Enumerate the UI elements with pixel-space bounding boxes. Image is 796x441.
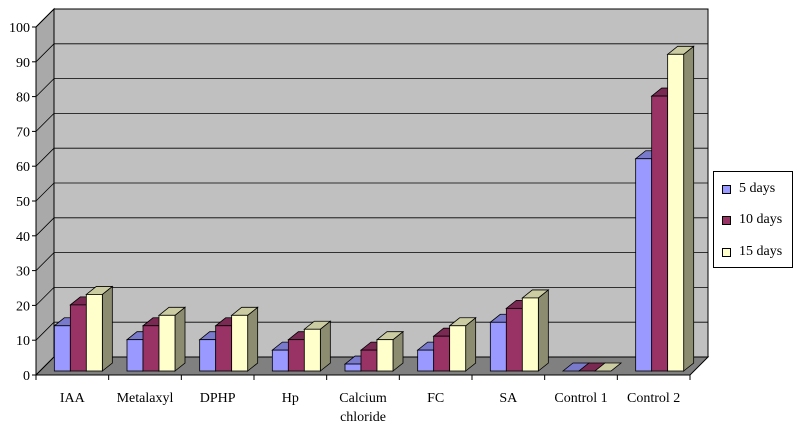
x-tick-label: DPHP (200, 391, 236, 406)
y-tick-label: 0 (23, 369, 30, 384)
legend: 5 days 10 days 15 days (713, 171, 793, 268)
bar-hp-15-days (303, 328, 321, 372)
bar-dphp-10-days (215, 325, 233, 372)
legend-label-5-days: 5 days (739, 181, 776, 196)
legend-label-15-days: 15 days (739, 244, 783, 259)
bar-dphp-5-days (199, 339, 217, 372)
gridline (35, 78, 708, 97)
bar-fc-15-days (449, 325, 467, 372)
bar-control-2-15-days (667, 53, 685, 372)
bar-dphp-15-days (231, 314, 249, 372)
bar-sa-5-days (489, 321, 507, 372)
legend-swatch-10-days (722, 215, 731, 225)
y-tick-label: 90 (16, 56, 30, 71)
bar-iaa-5-days (53, 325, 71, 372)
x-tick-label: Control 1 (554, 391, 607, 406)
gridline (35, 147, 708, 167)
gridline (35, 286, 708, 306)
bar-top-control-1-15-days (593, 362, 623, 372)
y-tick-label: 20 (16, 299, 30, 314)
y-tick-label: 100 (9, 21, 30, 36)
bar-iaa-15-days (85, 294, 103, 372)
bar-side-sa-15-days (537, 289, 549, 372)
x-tick-label: Control 2 (627, 391, 680, 406)
bar-sa-15-days (521, 297, 539, 372)
bar-sa-10-days (505, 307, 523, 372)
bar-side-dphp-15-days (247, 306, 259, 372)
gridline (35, 43, 708, 63)
bar-hp-10-days (287, 339, 305, 372)
bar-side-fc-15-days (465, 316, 477, 372)
legend-label-10-days: 10 days (739, 212, 783, 227)
bar-control-2-5-days (635, 158, 653, 372)
bar-side-control-2-15-days (683, 45, 695, 372)
bar-side-iaa-15-days (101, 285, 113, 372)
legend-swatch-5-days (722, 184, 731, 194)
x-tick-label: FC (427, 391, 444, 406)
bar-hp-5-days (271, 349, 289, 372)
bar-iaa-10-days (69, 304, 87, 372)
bar-side-metalaxyl-15-days (174, 306, 186, 372)
bar-control-2-10-days (651, 95, 669, 372)
x-tick-label: IAA (60, 391, 86, 406)
y-tick-label: 60 (16, 160, 30, 175)
bar-fc-5-days (417, 349, 435, 372)
legend-item-5-days: 5 days (722, 181, 775, 197)
x-tick-label: Hp (282, 391, 299, 406)
y-tick-label: 10 (16, 334, 30, 349)
bar-metalaxyl-15-days (158, 314, 176, 372)
bar-side-hp-15-days (319, 320, 331, 372)
x-tick-label: chloride (340, 410, 386, 425)
y-tick-label: 80 (16, 91, 30, 106)
bar-calcium-chloride-5-days (344, 363, 362, 372)
gridline (35, 182, 708, 202)
bar-calcium-chloride-15-days (376, 339, 394, 372)
gridline (35, 113, 708, 132)
y-tick-label: 30 (16, 265, 30, 280)
x-tick-label: Calcium (339, 391, 387, 406)
gridline (35, 217, 708, 237)
bar-metalaxyl-5-days (126, 339, 144, 372)
bar-calcium-chloride-10-days (360, 349, 378, 372)
y-tick-label: 40 (16, 230, 30, 245)
x-tick-label: Metalaxyl (117, 391, 174, 406)
bar-fc-10-days (433, 335, 451, 372)
legend-item-15-days: 15 days (722, 244, 782, 260)
gridline (35, 252, 708, 271)
legend-swatch-15-days (722, 247, 731, 257)
bar-metalaxyl-10-days (142, 325, 160, 372)
gridline (35, 8, 708, 28)
y-tick-label: 70 (16, 125, 30, 140)
x-tick-label: SA (499, 391, 518, 406)
y-tick-label: 50 (16, 195, 30, 210)
legend-item-10-days: 10 days (722, 212, 782, 228)
